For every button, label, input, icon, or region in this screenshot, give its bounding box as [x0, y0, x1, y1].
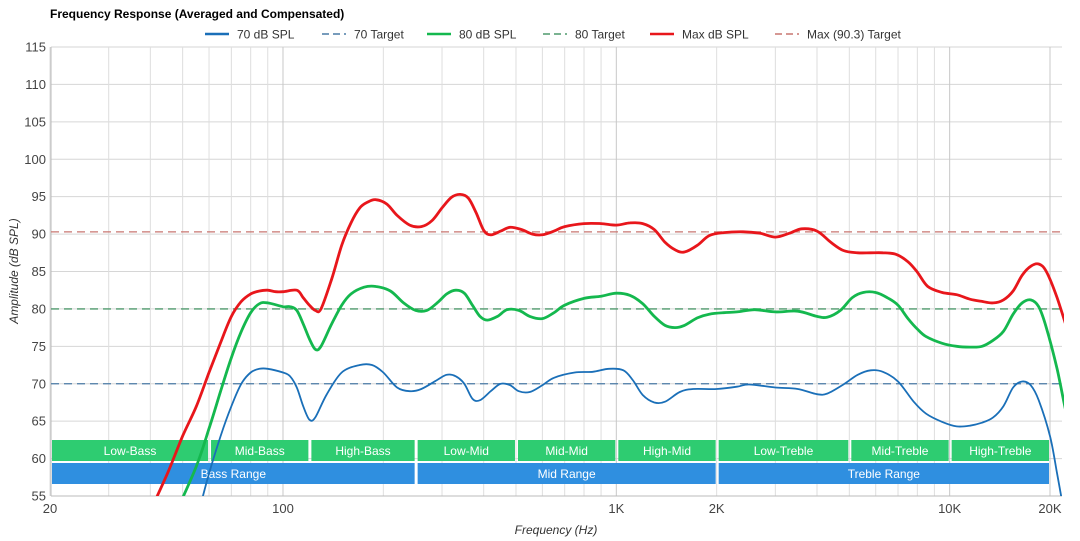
x-tick-label: 20 [43, 501, 57, 516]
legend-label-80-target: 80 Target [575, 28, 625, 42]
x-tick-label: 100 [272, 501, 294, 516]
legend: 70 dB SPL 70 Target 80 dB SPL 80 Target Max … [205, 28, 901, 42]
band-label-mid-treble: Mid-Treble [872, 444, 929, 458]
band-high-bass [311, 440, 415, 461]
series-80-db-spl [181, 284, 1064, 496]
grid [49, 46, 1062, 497]
legend-label-max-db-spl: Max dB SPL [682, 28, 749, 42]
band-low-bass [52, 440, 209, 461]
legend-label-70-target: 70 Target [354, 28, 404, 42]
y-tick-label: 65 [32, 414, 46, 429]
x-axis-label: Frequency (Hz) [515, 523, 598, 537]
band-mid-bass [211, 440, 309, 461]
x-tick-label: 10K [938, 501, 961, 516]
y-tick-label: 95 [32, 189, 46, 204]
y-tick-label: 85 [32, 264, 46, 279]
band-label-bass-range: Bass Range [201, 467, 267, 481]
chart-title: Frequency Response (Averaged and Compens… [50, 7, 344, 21]
legend-label-max-90-3-target: Max (90.3) Target [807, 28, 901, 42]
target-lines [51, 231, 1062, 385]
series-70-db-spl [202, 363, 1063, 496]
band-mid-range [417, 463, 716, 484]
y-tick-label: 100 [24, 152, 46, 167]
band-label-mid-range: Mid Range [538, 467, 596, 481]
band-mid-mid [517, 440, 616, 461]
band-label-high-bass: High-Bass [335, 444, 390, 458]
y-tick-label: 90 [32, 227, 46, 242]
band-mid-treble [851, 440, 949, 461]
band-label-mid-bass: Mid-Bass [235, 444, 285, 458]
x-tick-label: 2K [709, 501, 725, 516]
band-label-treble-range: Treble Range [848, 467, 921, 481]
y-axis-ticks: 55 60 65 70 75 80 85 90 95 100 105 110 115 [24, 40, 46, 504]
y-tick-label: 70 [32, 376, 46, 391]
y-tick-label: 55 [32, 489, 46, 504]
y-tick-label: 105 [24, 114, 46, 129]
y-tick-label: 115 [25, 40, 46, 55]
series-lines [155, 192, 1064, 496]
band-label-low-bass: Low-Bass [104, 444, 157, 458]
series-max-db-spl [155, 192, 1064, 496]
range-bands: Low-Bass Mid-Bass High-Bass Low-Mid Mid-Mid H… [52, 440, 1049, 484]
x-tick-label: 1K [608, 501, 624, 516]
x-tick-label: 20K [1038, 501, 1061, 516]
band-label-mid-mid: Mid-Mid [545, 444, 588, 458]
band-label-high-mid: High-Mid [643, 444, 691, 458]
legend-label-80-db-spl: 80 dB SPL [459, 28, 517, 42]
x-axis-ticks: 20 100 1K 2K 10K 20K [43, 501, 1062, 516]
band-treble-range [718, 463, 1049, 484]
y-tick-label: 75 [32, 339, 46, 354]
y-tick-label: 110 [25, 77, 46, 92]
y-tick-label: 80 [32, 301, 46, 316]
band-label-low-mid: Low-Mid [444, 444, 489, 458]
band-low-treble [718, 440, 849, 461]
band-high-treble [951, 440, 1049, 461]
band-label-low-treble: Low-Treble [754, 444, 814, 458]
band-low-mid [417, 440, 515, 461]
band-label-high-treble: High-Treble [969, 444, 1032, 458]
y-tick-label: 60 [32, 451, 46, 466]
legend-label-70-db-spl: 70 dB SPL [237, 28, 295, 42]
band-bass-range [52, 463, 415, 484]
y-axis-label: Amplitude (dB SPL) [7, 218, 21, 324]
band-high-mid [618, 440, 716, 461]
